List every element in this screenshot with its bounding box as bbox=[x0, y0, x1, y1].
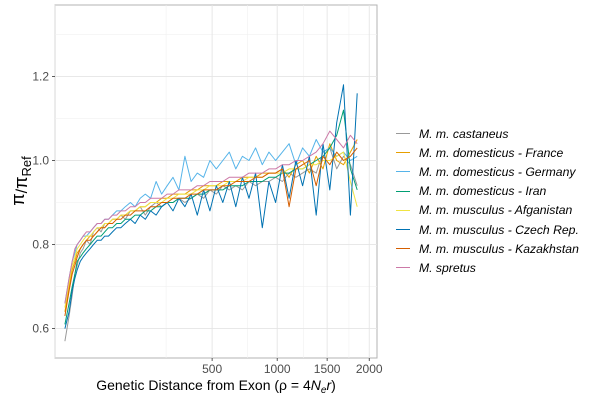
legend-label: M. m. musculus - Kazakhstan bbox=[419, 241, 579, 256]
axis-ticks: 0.6 0.8 1.0 1.2 500 1000 1500 2000 bbox=[32, 69, 383, 376]
legend-item: M. m. domesticus - Iran bbox=[396, 182, 579, 201]
legend-key bbox=[396, 133, 410, 135]
legend-label: M. m. domesticus - France bbox=[419, 145, 564, 160]
legend-item: M. m. castaneus bbox=[396, 124, 579, 143]
legend-key bbox=[396, 209, 410, 211]
y-tick-label: 0.8 bbox=[32, 238, 49, 252]
x-tick-label: 1500 bbox=[314, 362, 341, 376]
y-tick-label: 1.0 bbox=[32, 153, 49, 167]
legend-label: M. m. domesticus - Iran bbox=[419, 184, 547, 199]
series-line-8 bbox=[64, 130, 358, 304]
x-axis-title-e: e bbox=[321, 385, 327, 396]
y-axis-title-ref: Ref bbox=[19, 156, 34, 177]
legend-key bbox=[396, 171, 410, 173]
legend-item: M. m. musculus - Czech Rep. bbox=[396, 220, 579, 239]
series-line-7 bbox=[64, 147, 358, 317]
legend-key bbox=[396, 190, 410, 192]
legend-item: M. m. musculus - Afganistan bbox=[396, 201, 579, 220]
x-axis-title-N: N bbox=[311, 377, 322, 393]
x-tick-label: 2000 bbox=[356, 362, 383, 376]
legend-key bbox=[396, 152, 410, 154]
series-lines bbox=[64, 84, 358, 342]
legend-item: M. m. musculus - Kazakhstan bbox=[396, 239, 579, 258]
x-tick-label: 500 bbox=[202, 362, 222, 376]
legend-item: M. spretus bbox=[396, 258, 579, 277]
y-tick-label: 1.2 bbox=[32, 69, 49, 83]
x-axis-title-close: ) bbox=[331, 377, 336, 393]
y-axis-title: π/πRef bbox=[8, 156, 34, 206]
legend-item: M. m. domesticus - Germany bbox=[396, 162, 579, 181]
x-axis-title-r: r bbox=[326, 377, 332, 393]
legend-label: M. spretus bbox=[419, 260, 476, 275]
y-tick-label: 0.6 bbox=[32, 322, 49, 336]
y-axis-title-pi-ref: π bbox=[11, 176, 31, 188]
legend: M. m. castaneus M. m. domesticus - France… bbox=[396, 124, 579, 278]
x-axis-title-main: Genetic Distance from Exon (ρ = 4 bbox=[96, 377, 311, 393]
legend-key bbox=[396, 248, 410, 250]
x-tick-label: 1000 bbox=[264, 362, 291, 376]
legend-label: M. m. musculus - Czech Rep. bbox=[419, 222, 579, 237]
y-axis-title-text: π/πRef bbox=[8, 156, 34, 206]
grid-lines bbox=[54, 5, 377, 358]
y-axis-title-pi: π bbox=[8, 193, 28, 205]
legend-item: M. m. domesticus - France bbox=[396, 143, 579, 162]
legend-key bbox=[396, 229, 410, 231]
y-axis-title-slash: / bbox=[14, 188, 31, 193]
legend-key bbox=[396, 267, 410, 269]
legend-label: M. m. domesticus - Germany bbox=[419, 164, 576, 179]
legend-label: M. m. musculus - Afganistan bbox=[419, 203, 573, 218]
x-axis-title: Genetic Distance from Exon (ρ = 4Ner) bbox=[96, 377, 336, 396]
legend-label: M. m. castaneus bbox=[419, 126, 509, 141]
